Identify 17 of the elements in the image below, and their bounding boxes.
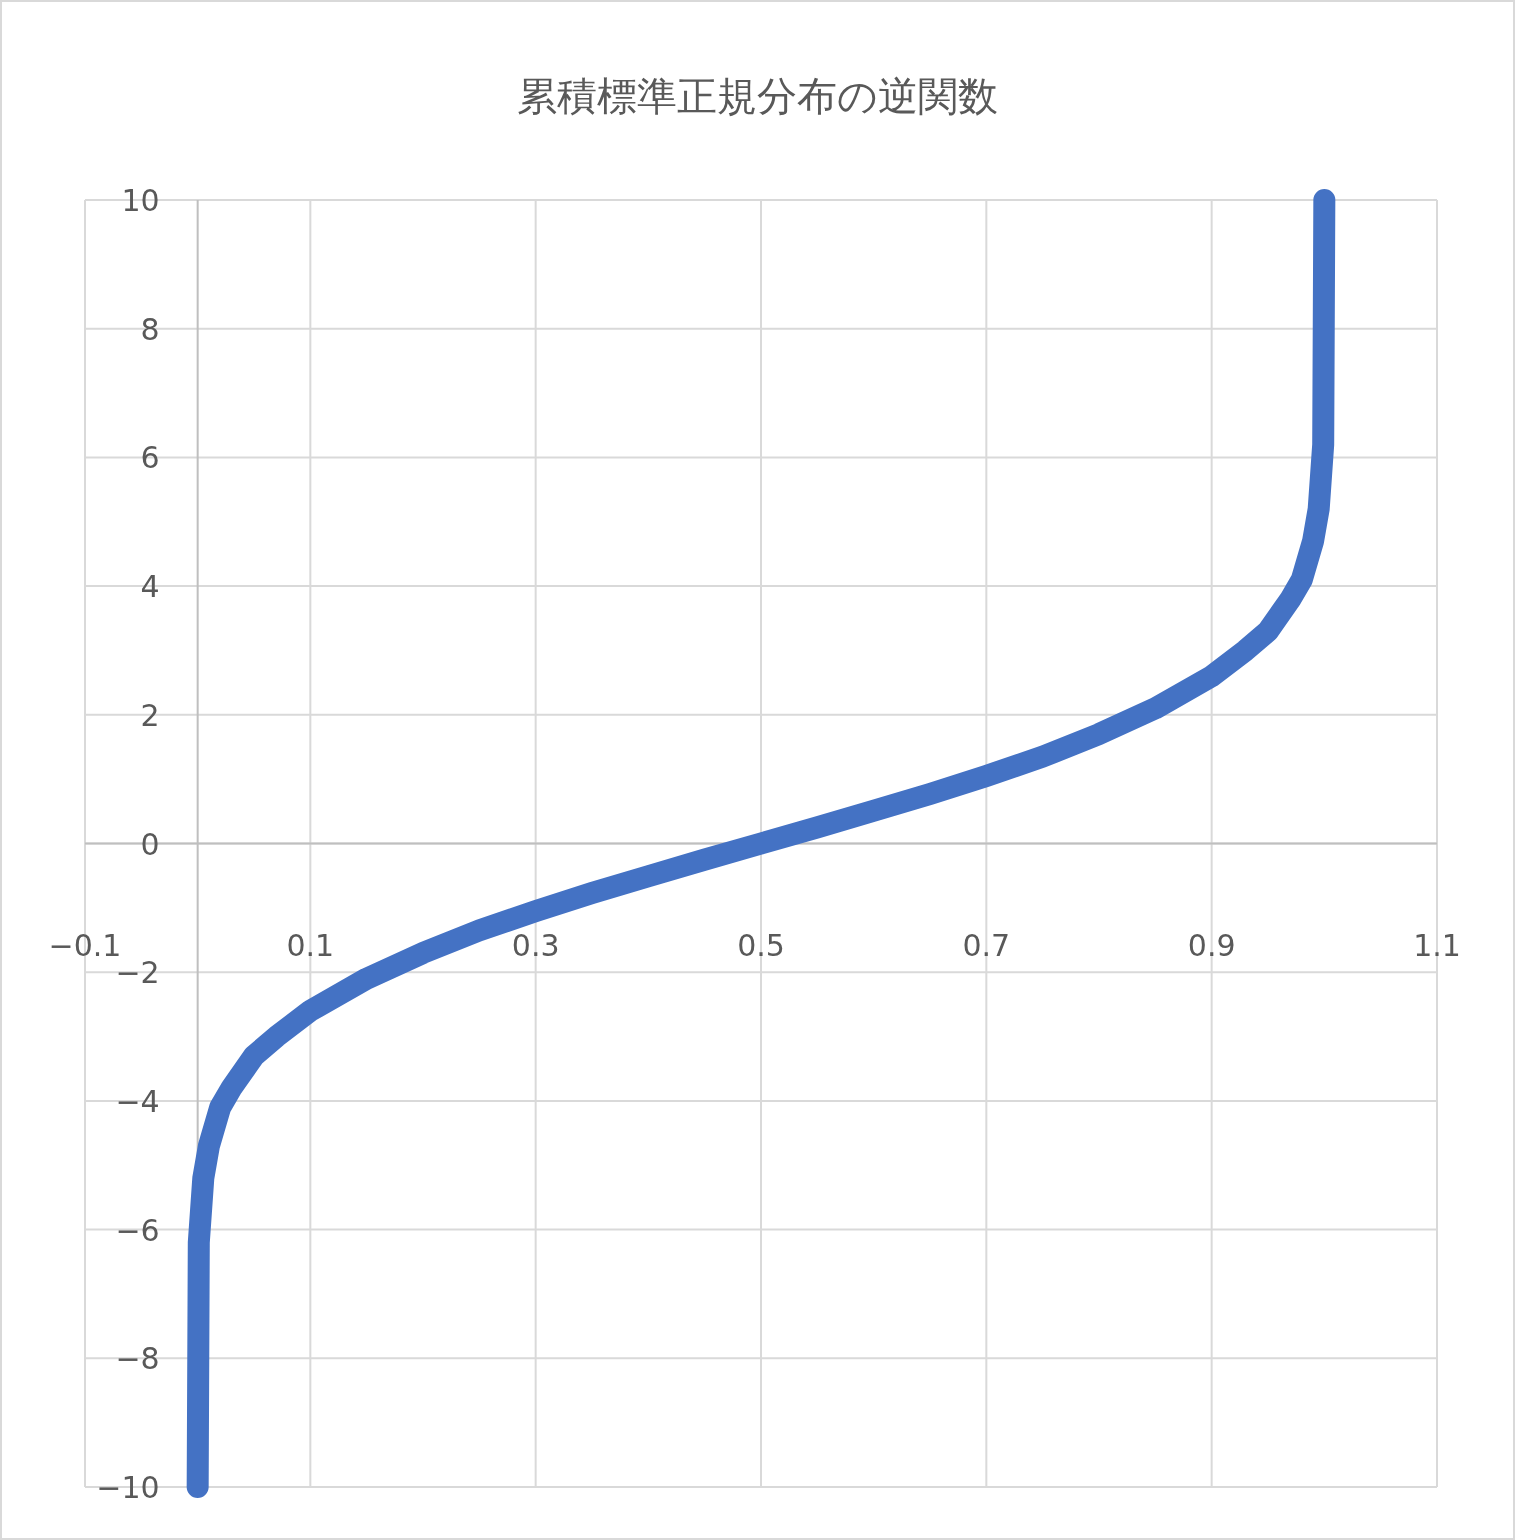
- y-tick-label: 2: [140, 697, 160, 733]
- chart-title: 累積標準正規分布の逆関数: [517, 73, 998, 119]
- y-tick-label: 0: [140, 826, 160, 862]
- y-tick-label: 8: [140, 311, 160, 347]
- x-tick-label: 0.3: [511, 927, 560, 963]
- y-tick-label: −10: [96, 1470, 160, 1505]
- y-tick-label: 10: [121, 183, 160, 218]
- y-tick-label: 4: [140, 569, 160, 605]
- x-tick-label: 0.1: [286, 927, 335, 963]
- y-tick-label: −6: [115, 1212, 160, 1248]
- x-tick-label: 0.9: [1187, 927, 1236, 963]
- y-tick-label: 6: [140, 440, 160, 476]
- y-tick-label: −4: [115, 1083, 160, 1119]
- y-tick-label: −8: [115, 1341, 160, 1377]
- x-tick-label: 1.1: [1413, 927, 1461, 963]
- x-tick-label: 0.7: [962, 927, 1011, 963]
- x-tick-label: 0.5: [737, 927, 785, 963]
